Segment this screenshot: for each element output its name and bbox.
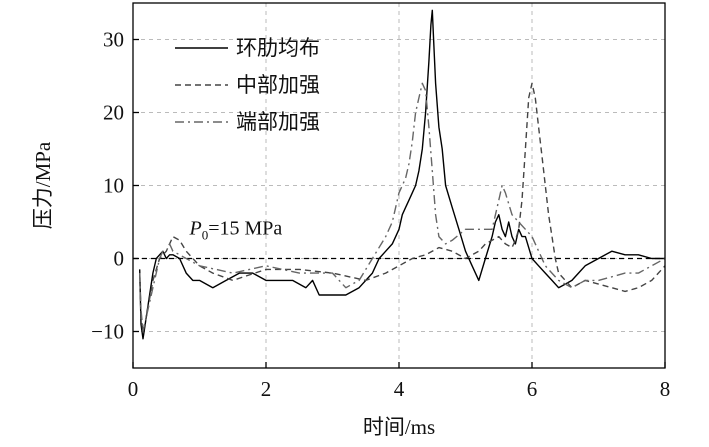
series-line-dashdot xyxy=(139,82,666,333)
annotation-subscript: 0 xyxy=(202,228,209,243)
y-tick-label: 30 xyxy=(103,28,124,52)
legend-label: 端部加强 xyxy=(236,110,320,134)
annotation-p0: P0=15 MPa xyxy=(189,218,283,243)
x-tick-label: 4 xyxy=(394,377,405,401)
grid xyxy=(133,3,665,368)
axis-ticks: 0 2 4 6 8 −10 0 10 20 30 xyxy=(91,28,670,402)
series-group xyxy=(139,9,666,340)
x-tick-label: 2 xyxy=(261,377,272,401)
x-tick-label: 6 xyxy=(527,377,538,401)
x-tick-label: 8 xyxy=(660,377,671,401)
legend-label: 环肋均布 xyxy=(236,36,320,60)
y-axis-label: 压力/MPa xyxy=(31,141,55,229)
series-line-solid xyxy=(139,9,665,340)
y-tick-label: −10 xyxy=(91,320,124,344)
x-tick-label: 0 xyxy=(128,377,139,401)
y-tick-label: 20 xyxy=(103,101,124,125)
y-tick-label: 0 xyxy=(114,247,125,271)
x-axis-label: 时间/ms xyxy=(363,415,435,439)
legend-label: 中部加强 xyxy=(236,73,320,97)
series-line-dashed xyxy=(139,82,666,333)
y-tick-label: 10 xyxy=(103,174,124,198)
annotation-prefix: P xyxy=(189,218,202,240)
annotation-suffix: =15 MPa xyxy=(208,218,282,240)
